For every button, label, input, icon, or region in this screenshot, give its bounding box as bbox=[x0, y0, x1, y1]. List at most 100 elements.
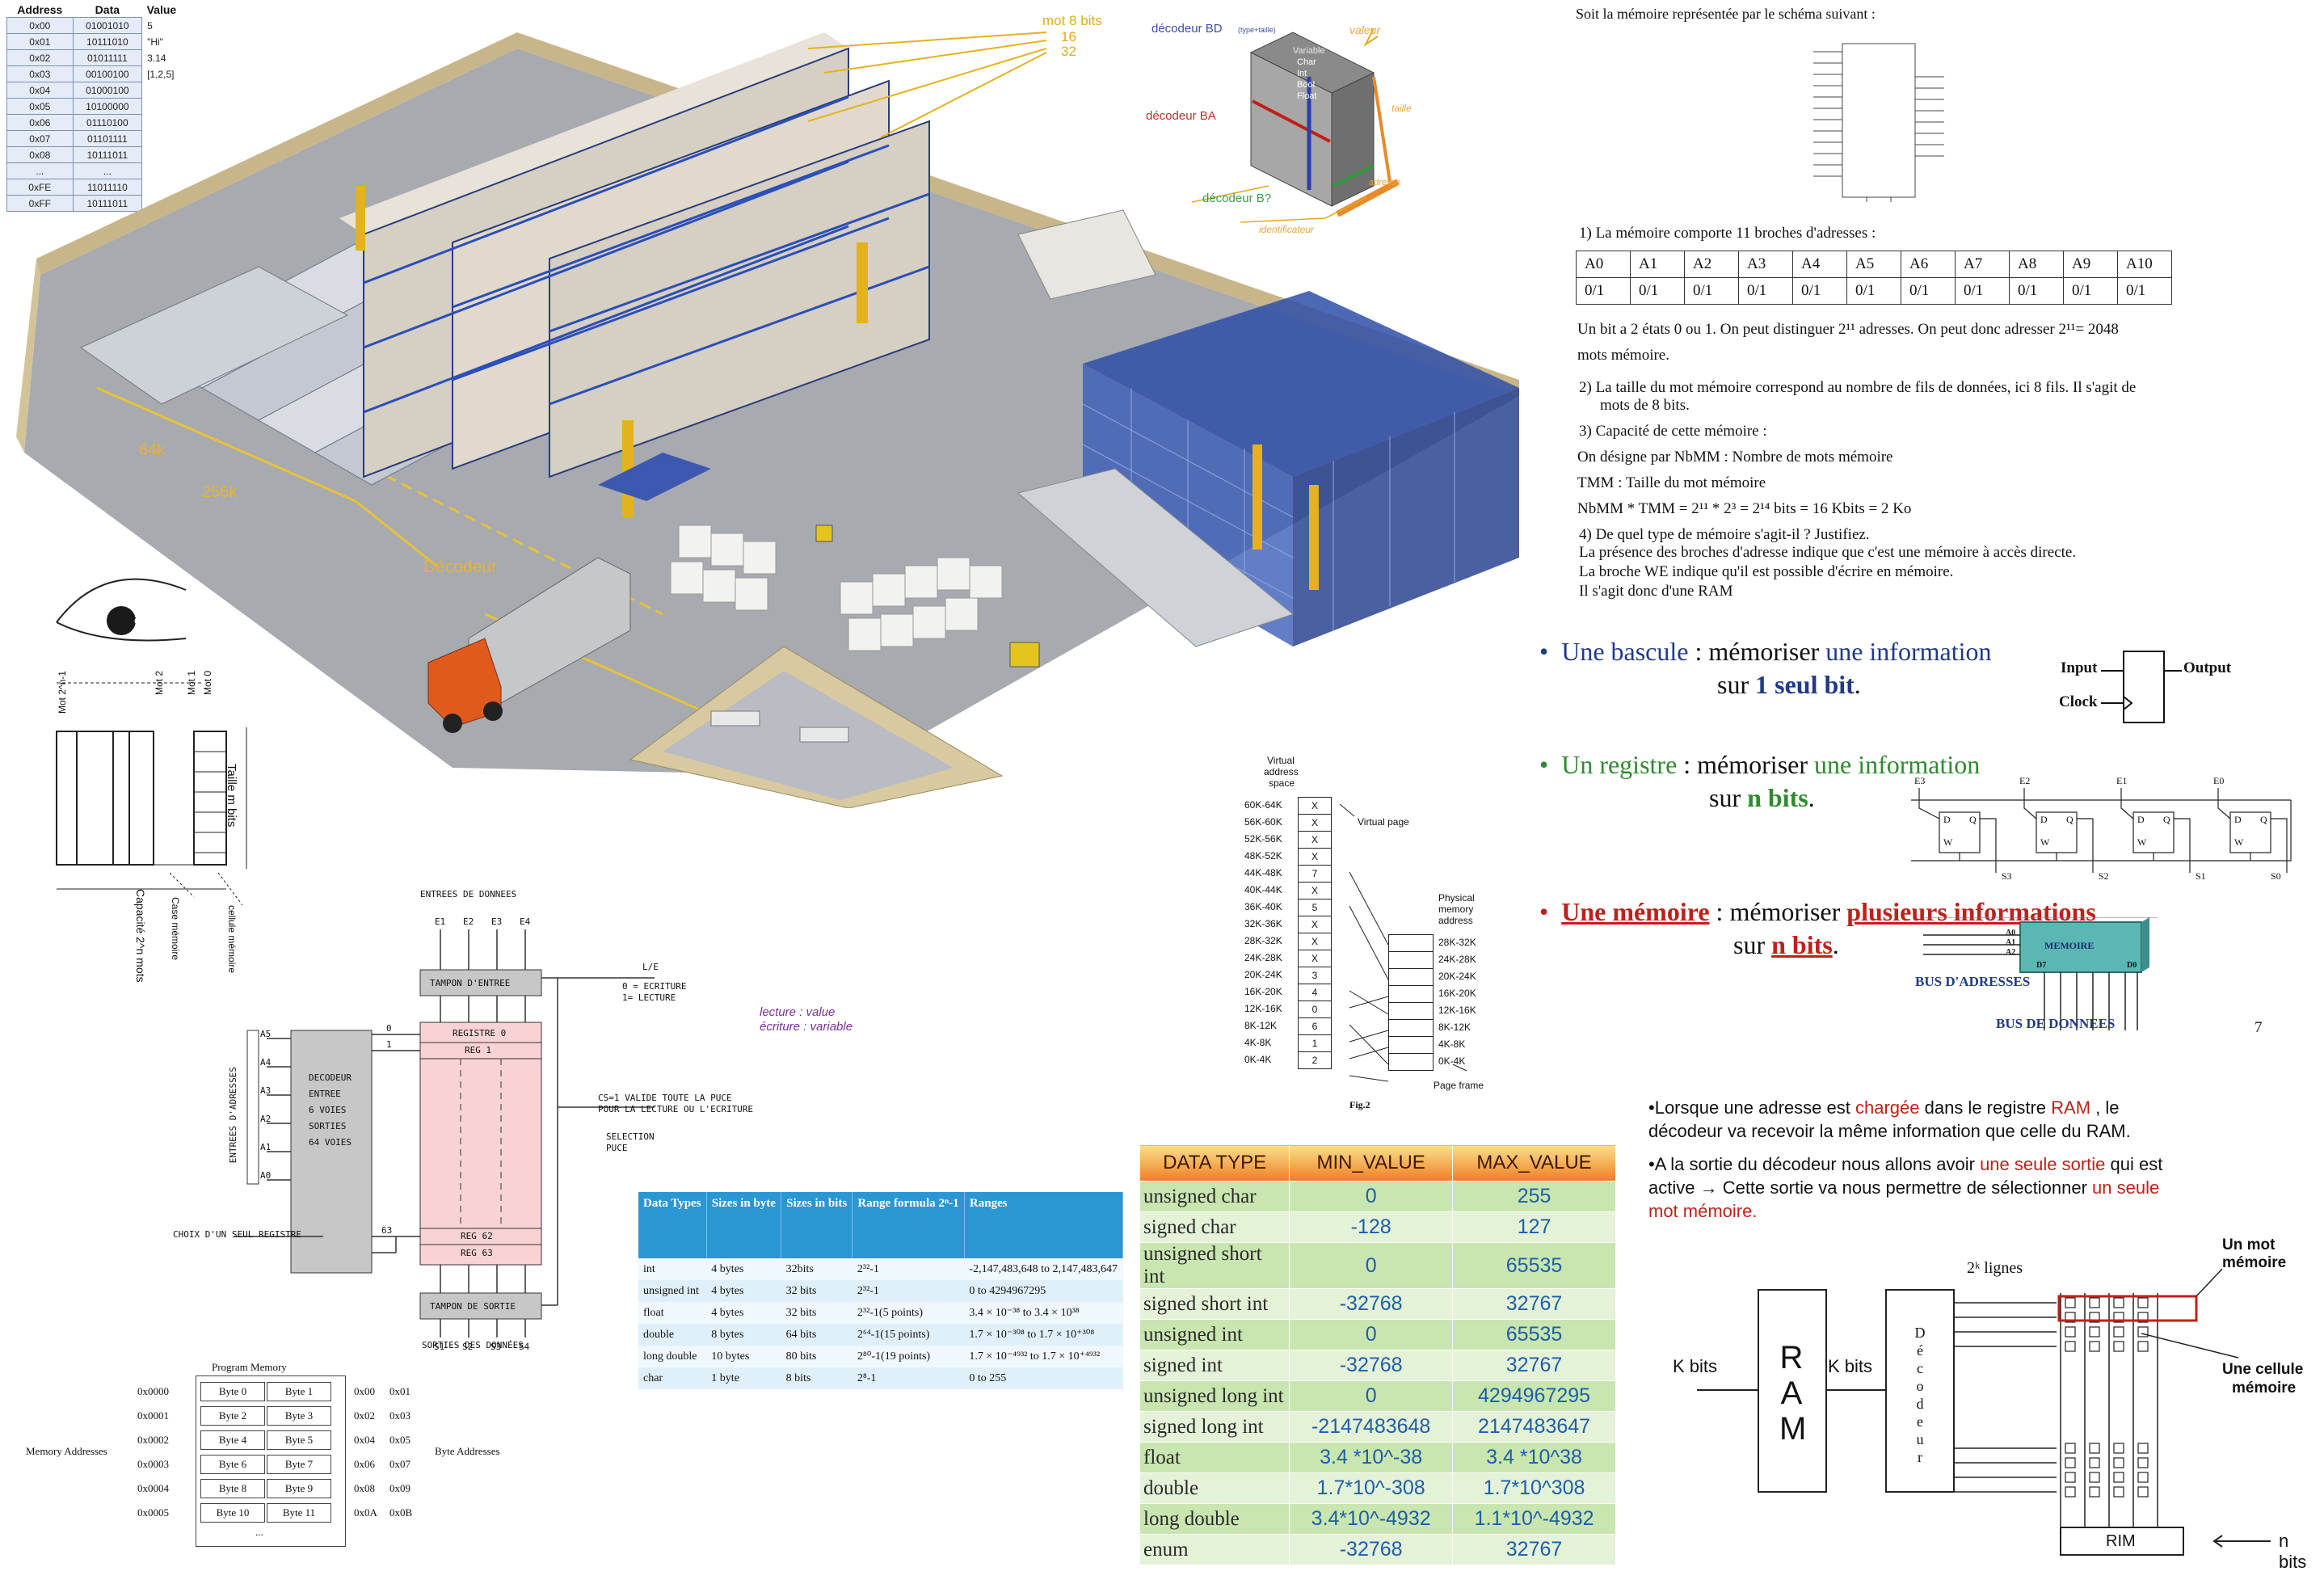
blue-table-header: Data Types bbox=[638, 1192, 707, 1258]
data-type-min: 0 bbox=[1289, 1181, 1454, 1212]
data-type-name: enum bbox=[1139, 1534, 1290, 1565]
pm-byte-addr-b: 0x01 bbox=[389, 1385, 410, 1397]
vm-physical-row: 16K-20K bbox=[1388, 985, 1518, 1003]
broche-head-cell: A7 bbox=[1955, 251, 2010, 278]
data-type-row: unsigned long int 0 4294967295 bbox=[1139, 1380, 1616, 1412]
broche-value-cell: 0/1 bbox=[1738, 277, 1793, 305]
lecture-value-label: lecture : value bbox=[760, 1005, 836, 1019]
mot0-label: Mot 0 bbox=[202, 671, 213, 696]
reg-s2: S2 bbox=[2099, 870, 2109, 882]
program-memory-box bbox=[196, 1375, 346, 1547]
pm-byte-addr-a: 0x02 bbox=[354, 1409, 375, 1422]
data-type-min: 0 bbox=[1289, 1242, 1454, 1289]
blue-table-cell: 64 bits bbox=[781, 1324, 853, 1346]
pm-byte-b: Byte 11 bbox=[267, 1503, 331, 1523]
data-type-max: 255 bbox=[1452, 1181, 1616, 1212]
entrees-donnees-label: ENTREES DE DONNEES bbox=[420, 889, 517, 899]
blue-table-cell: 1 byte bbox=[706, 1367, 781, 1389]
value-cell bbox=[141, 114, 200, 131]
tampon-sortie-label: TAMPON DE SORTIE bbox=[430, 1301, 516, 1312]
blue-table-cell: int bbox=[638, 1258, 707, 1280]
identificateur-label: identificateur bbox=[1259, 224, 1315, 235]
vm-physical-range: 8K-12K bbox=[1438, 1022, 1471, 1033]
broche-value-cell: 0/1 bbox=[2117, 277, 2172, 305]
vm-virtual-row: 40K-44K X bbox=[1244, 882, 1349, 899]
bascule-svg bbox=[2101, 651, 2182, 723]
entrees-adresses-label: ENTREES D'ADRESSES bbox=[228, 1067, 238, 1164]
decodeur-box bbox=[1885, 1289, 1955, 1493]
memoire-line2: sur n bits. bbox=[1733, 930, 2121, 960]
broche-value-cell: 0/1 bbox=[1630, 277, 1685, 305]
ram-memory-cell bbox=[2089, 1457, 2100, 1468]
p1-text: Un bit a 2 états 0 ou 1. On peut disting… bbox=[1577, 321, 2119, 338]
data-type-min: 0 bbox=[1289, 1380, 1454, 1412]
ram-p2-f: mot mémoire. bbox=[1648, 1201, 1758, 1221]
vm-virtual-row: 28K-32K X bbox=[1244, 933, 1349, 950]
dt-header-min: MIN_VALUE bbox=[1289, 1144, 1454, 1182]
address-cell: 0x07 bbox=[6, 130, 74, 147]
vm-virtual-range: 20K-24K bbox=[1244, 969, 1282, 980]
cellule-label: cellule mémoire bbox=[226, 905, 238, 974]
data-cell: 00100100 bbox=[72, 65, 143, 82]
address-cell: 0x02 bbox=[6, 49, 74, 66]
data-cell: 01000100 bbox=[72, 82, 143, 99]
ram-p2-d: active → Cette sortie va nous permettre … bbox=[1648, 1177, 2093, 1198]
decoder-output-s3: S3 bbox=[490, 1342, 502, 1352]
blue-table-cell: 32 bits bbox=[781, 1280, 853, 1302]
ecriture-label: 0 = ECRITURE bbox=[622, 981, 687, 992]
pm-byte-addr-a: 0x0A bbox=[354, 1506, 377, 1519]
a5-label: A5 bbox=[260, 1029, 272, 1039]
pm-byte-addr-b: 0x05 bbox=[389, 1434, 410, 1446]
data-type-name: unsigned long int bbox=[1139, 1380, 1290, 1412]
vm-page-frame: Page frame bbox=[1434, 1080, 1484, 1091]
ram-p1-c: dans le registre bbox=[1919, 1097, 2052, 1118]
reg-d-1: D bbox=[1943, 814, 1951, 825]
blue-datatype-table-panel: Data Types Sizes in byte Sizes in bits Rang… bbox=[638, 1192, 1124, 1398]
pm-ellipsis: ... bbox=[255, 1526, 263, 1538]
chip-a0: A0 bbox=[2006, 929, 2016, 937]
program-memory-diagram: Program Memory Memory Addresses Byte Add… bbox=[24, 1358, 525, 1568]
reg-w-1: W bbox=[1943, 836, 1953, 848]
vm-virtual-row: 32K-36K X bbox=[1244, 916, 1349, 933]
vm-virtual-row: 56K-60K X bbox=[1244, 814, 1349, 832]
dt-header-type: DATA TYPE bbox=[1139, 1144, 1290, 1182]
data-cell: 10111011 bbox=[72, 195, 143, 212]
ram-p1-d: RAM bbox=[2051, 1097, 2091, 1118]
capacite-label: Capacité 2^n mots bbox=[134, 889, 147, 983]
ram-p2-b: une seule sortie bbox=[1980, 1154, 2106, 1174]
broche-head-cell: A8 bbox=[2009, 251, 2064, 278]
ram-memory-cell bbox=[2137, 1297, 2149, 1308]
registre-sur: sur bbox=[1709, 783, 1748, 812]
data-type-row: long double 3.4*10^-4932 1.1*10^-4932 bbox=[1139, 1503, 1616, 1535]
decodeur-bd-sub: (type+taille) bbox=[1238, 26, 1276, 34]
vm-virtual-range: 60K-64K bbox=[1244, 799, 1282, 811]
value-cell: [1,2,5] bbox=[141, 65, 200, 82]
vm-physical-range: 4K-8K bbox=[1438, 1038, 1466, 1050]
data-type-row: unsigned short int 0 65535 bbox=[1139, 1242, 1616, 1289]
data-type-max: 1.1*10^-4932 bbox=[1452, 1503, 1616, 1535]
ram-letters: R A M bbox=[1779, 1340, 1807, 1447]
label-256k: 256k bbox=[202, 483, 238, 501]
out-1-label: 1 bbox=[386, 1039, 392, 1050]
register-flipflops: E3 E2 E1 E0 D Q W D Q W D Q W D Q W S3 S… bbox=[1903, 772, 2307, 885]
vm-physical-range: 20K-24K bbox=[1438, 971, 1476, 982]
ram-memory-cell bbox=[2065, 1443, 2076, 1454]
memoire-chip-label: MEMOIRE bbox=[2044, 940, 2095, 951]
bus-adresses-label: BUS D'ADRESSES bbox=[1915, 974, 2031, 989]
valeur-label: valeur bbox=[1349, 23, 1381, 36]
address-row: ...... bbox=[6, 162, 200, 179]
e3-label: E3 bbox=[491, 916, 503, 927]
data-type-row: signed long int -2147483648 2147483647 bbox=[1139, 1411, 1616, 1443]
vm-virtual-range: 4K-8K bbox=[1244, 1037, 1272, 1048]
dt-header-max: MAX_VALUE bbox=[1452, 1144, 1616, 1182]
ram-p1-f: décodeur va recevoir la même information… bbox=[1648, 1121, 2131, 1141]
clock-label: Clock bbox=[2059, 693, 2098, 710]
q4-text: 4) De quel type de mémoire s'agit-il ? J… bbox=[1579, 526, 1870, 543]
blue-table-cell: unsigned int bbox=[638, 1280, 707, 1302]
warehouse-svg bbox=[16, 32, 1519, 809]
byte-addresses-label: Byte Addresses bbox=[435, 1445, 500, 1457]
decodeur-ba-label: décodeur BA bbox=[1146, 109, 1216, 123]
pm-address: 0x0002 bbox=[137, 1434, 169, 1446]
p1b-text: mots mémoire. bbox=[1577, 347, 1669, 364]
vm-virtual-range: 32K-36K bbox=[1244, 918, 1282, 929]
